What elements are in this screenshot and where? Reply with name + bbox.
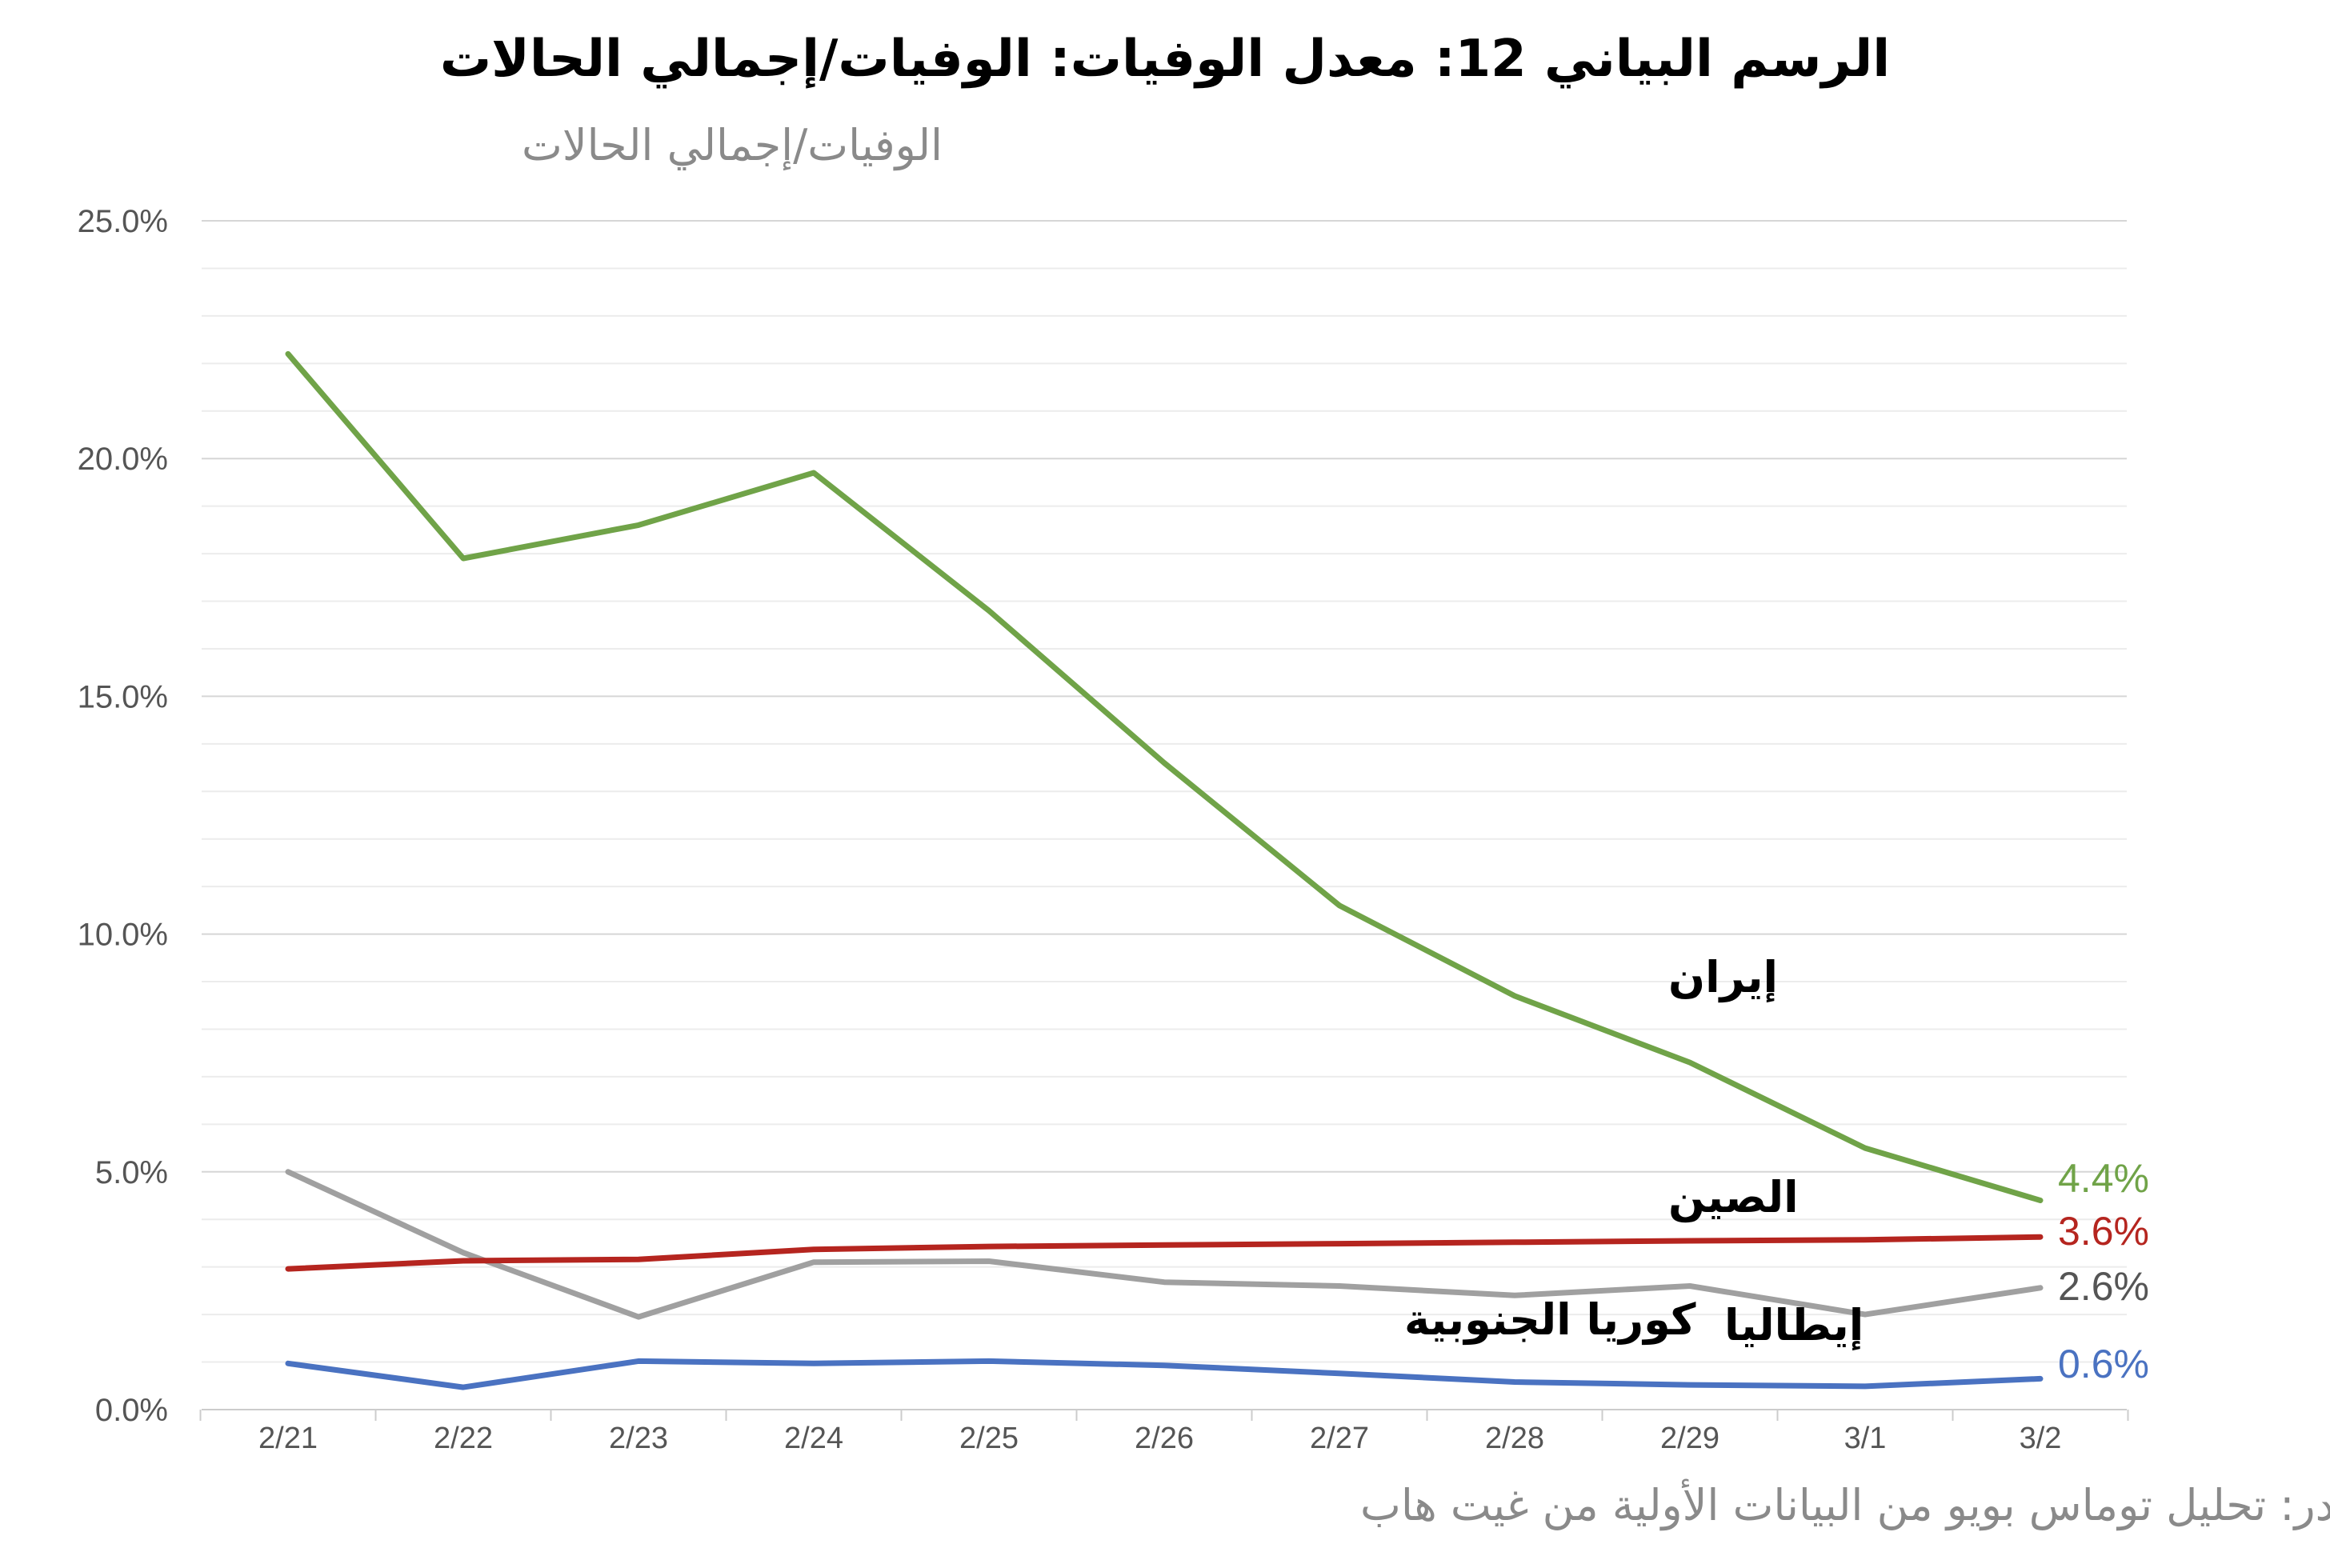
y-axis-label: الوفيات/إجمالي الحالات [522,120,943,170]
y-tick-label: 25.0% [78,204,168,239]
series-label-south-korea: كوريا الجنوبية [1404,1294,1696,1345]
x-axis-ticks: 2/21 2/22 2/23 2/24 2/25 2/26 2/27 2/28 2/29 3/1 3… [258,1422,2061,1455]
series-line-italy [285,1169,2044,1320]
x-tick-label: 3/2 [2020,1422,2062,1455]
series-label-china: الصين [1668,1172,1799,1222]
x-tick-label: 3/1 [1844,1422,1887,1455]
series-label-italy: إيطاليا [1724,1300,1864,1350]
end-label-italy: 2.6% [2058,1264,2149,1309]
y-tick-label: 0.0% [95,1393,168,1428]
end-label-china: 3.6% [2058,1209,2149,1254]
series-lines [285,350,2044,1390]
y-tick-label: 5.0% [95,1155,168,1190]
end-value-labels: 4.4% 3.6% 2.6% 0.6% [2058,1156,2149,1386]
x-tick-label: 2/24 [784,1422,843,1455]
x-tick-label: 2/22 [434,1422,493,1455]
x-tick-label: 2/21 [258,1422,318,1455]
y-tick-label: 20.0% [78,442,168,477]
x-tick-label: 2/28 [1485,1422,1544,1455]
series-line-china [285,1234,2044,1272]
y-tick-label: 10.0% [78,918,168,953]
x-tick-label: 2/23 [609,1422,668,1455]
x-tick-label: 2/25 [959,1422,1019,1455]
source-note: المصدر: تحليل توماس بويو من البيانات الأ… [1360,1478,2330,1530]
series-line-south-korea [285,1358,2044,1390]
x-tick-label: 2/29 [1660,1422,1719,1455]
chart-title: الرسم البياني 12: معدل الوفيات: الوفيات/… [440,30,1890,89]
end-label-iran: 4.4% [2058,1156,2149,1201]
series-label-iran: إيران [1668,952,1778,1002]
x-tick-label: 2/26 [1135,1422,1194,1455]
gridlines [199,220,2129,1421]
series-line-iran [285,350,2044,1203]
end-label-south-korea: 0.6% [2058,1342,2149,1386]
y-tick-label: 15.0% [78,679,168,714]
y-axis-ticks: 0.0% 5.0% 10.0% 15.0% 20.0% 25.0% [78,204,168,1428]
x-tick-label: 2/27 [1310,1422,1369,1455]
